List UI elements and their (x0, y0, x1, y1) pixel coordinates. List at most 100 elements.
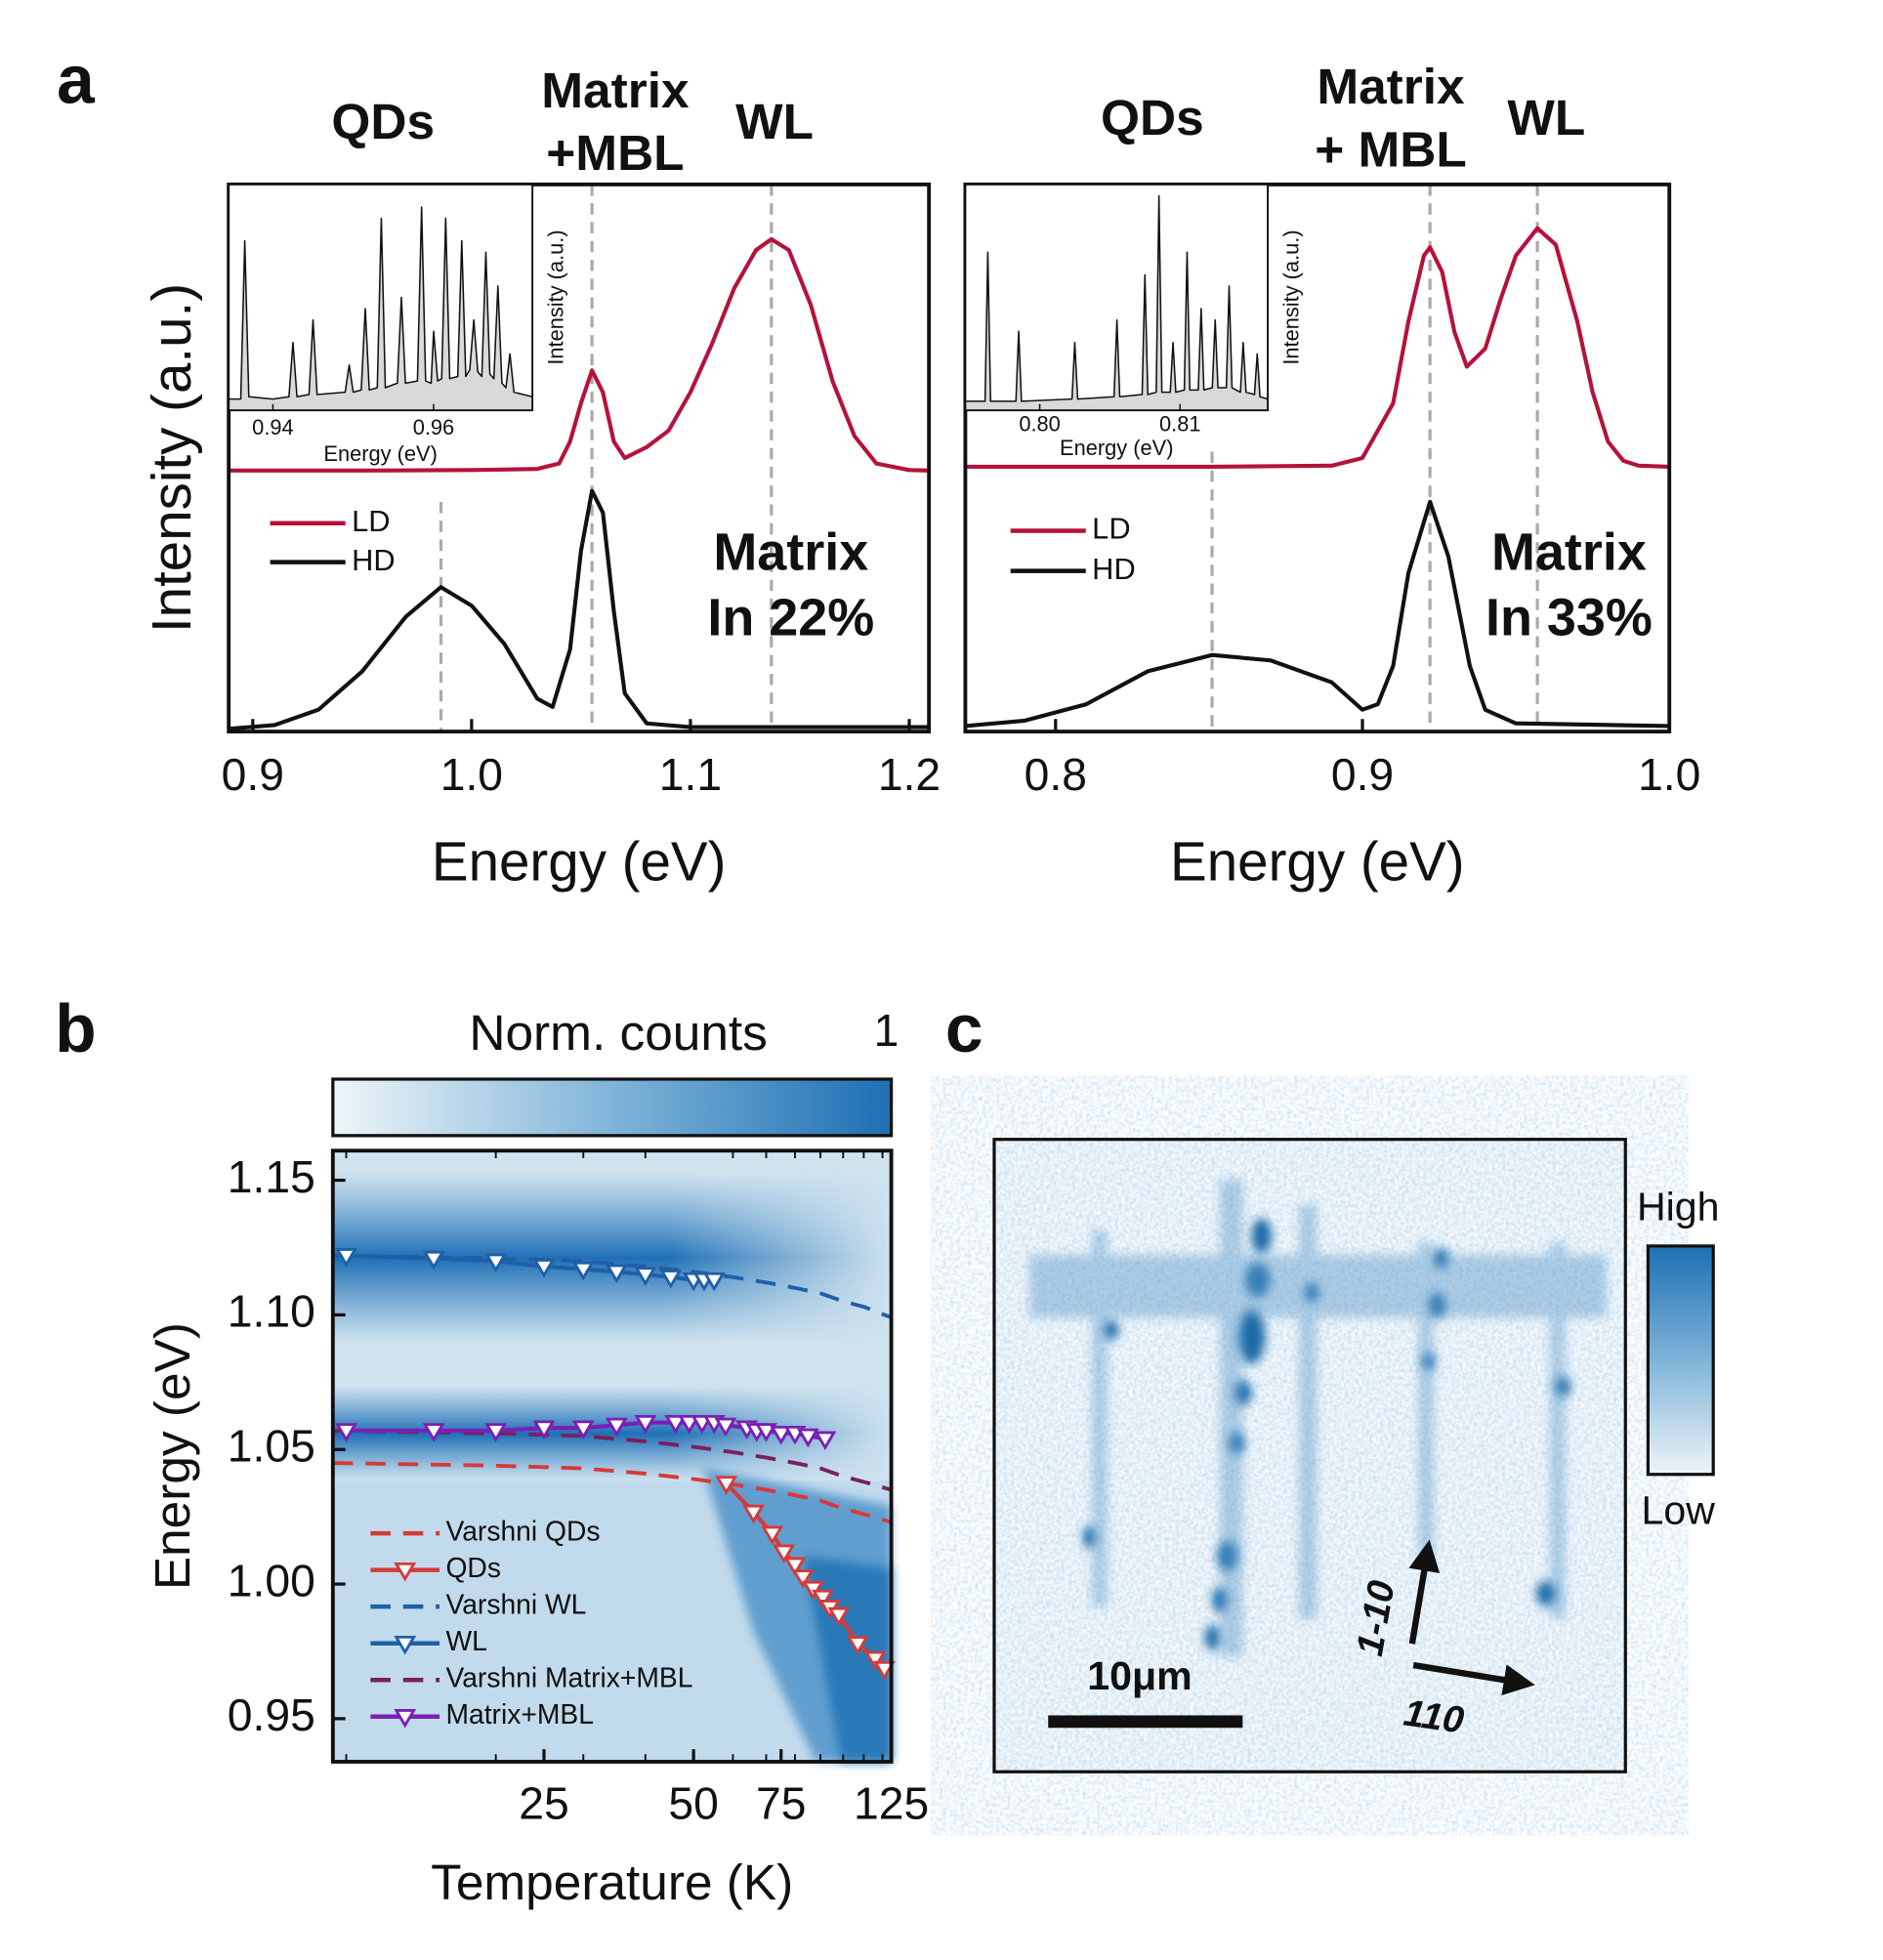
x-tick-label: 0.94 (252, 415, 293, 439)
data-point (422, 1250, 445, 1271)
direction-label: 110 (1402, 1691, 1467, 1741)
data-point (827, 1606, 851, 1627)
series-line (332, 1428, 893, 1492)
x-axis-label: Temperature (K) (431, 1854, 793, 1910)
colorbar (1646, 1244, 1715, 1477)
legend-marker (394, 1562, 417, 1582)
x-tick-label: 1.2 (878, 749, 941, 800)
x-tick-label: 0.96 (413, 415, 454, 439)
data-point (571, 1261, 595, 1281)
data-point (605, 1417, 628, 1438)
data-point (770, 1425, 793, 1445)
legend-label: LD (352, 504, 390, 538)
legend-label: Varshni WL (445, 1589, 586, 1620)
x-tick-label: 25 (519, 1777, 568, 1828)
colorbar-label: Low (1642, 1487, 1716, 1532)
annotation: In 33% (1485, 588, 1653, 646)
legend-label: Varshni Matrix+MBL (445, 1662, 692, 1693)
area (965, 195, 1269, 411)
annotation: In 22% (707, 588, 874, 646)
data-point (484, 1423, 508, 1442)
y-axis-label: Intensity (a.u.) (544, 229, 568, 364)
data-point (634, 1414, 657, 1435)
y-tick-label: 0.95 (228, 1689, 315, 1740)
data-point (484, 1253, 508, 1273)
afm-image (992, 1138, 1715, 1773)
peak-label: QDs (331, 93, 435, 149)
legend-marker (394, 1635, 417, 1655)
series-line (229, 206, 533, 400)
y-axis-label: Intensity (a.u.) (141, 283, 202, 633)
x-axis-label: Energy (eV) (1060, 436, 1173, 460)
data-point (335, 1423, 357, 1442)
peak-label: Matrix (1317, 58, 1465, 114)
data-point (532, 1259, 556, 1278)
x-tick-label: 0.9 (222, 749, 284, 800)
data-point (872, 1660, 896, 1681)
peak-label: QDs (1101, 89, 1204, 146)
data-point (664, 1414, 688, 1435)
peak-label: +MBL (546, 124, 684, 181)
data-point (571, 1420, 595, 1439)
legend-label: Varshni QDs (445, 1516, 600, 1547)
x-tick-label: 1.1 (659, 749, 722, 800)
arrow (1412, 1661, 1535, 1696)
chart: QDs Matrix + MBL WL Matrix In 33% 0.8 0.9 1.0 Ene… (963, 58, 1700, 893)
colorbar (331, 1077, 894, 1138)
plot-frame (228, 183, 534, 412)
y-axis-label: Energy (eV) (144, 1322, 200, 1590)
legend-label: QDs (445, 1552, 501, 1583)
peak-label: Matrix (541, 62, 690, 118)
x-tick-label: 0.81 (1159, 411, 1200, 436)
plot-frame (227, 182, 932, 734)
plot-frame (964, 183, 1270, 412)
legend-label: WL (445, 1625, 486, 1656)
y-tick-label: 1.00 (228, 1555, 315, 1606)
x-axis-label: Energy (eV) (1170, 831, 1465, 893)
panel-letter: b (55, 990, 96, 1066)
panel-letter: a (57, 42, 96, 118)
data-point (755, 1423, 777, 1442)
plot-frame (330, 1148, 894, 1764)
legend-label: Matrix+MBL (445, 1698, 593, 1730)
legend-label: HD (352, 543, 396, 577)
x-tick-label: 1.0 (440, 749, 503, 800)
data-point (761, 1525, 784, 1546)
data-point (814, 1431, 837, 1450)
colorbar-tick-label: 1 (874, 1005, 900, 1056)
series-line (965, 226, 1670, 470)
plot-frame (963, 182, 1672, 734)
y-axis-label: Intensity (a.u.) (1279, 229, 1304, 364)
y-tick-label: 1.15 (228, 1151, 315, 1202)
data-point (846, 1636, 869, 1655)
data-point (811, 1589, 834, 1609)
chart: QDs Matrix +MBL WL Matrix In 22% 0.9 1.0 1.1 1.2 E… (141, 62, 941, 893)
data-point (422, 1423, 445, 1442)
series-line (229, 236, 930, 473)
x-tick-label: 1.0 (1638, 749, 1700, 800)
peak-label: + MBL (1315, 120, 1467, 177)
x-tick-label: 0.80 (1019, 411, 1060, 436)
data-point (659, 1270, 683, 1289)
series-line (332, 1461, 893, 1524)
data-point (715, 1476, 738, 1495)
annotation: Matrix (1491, 522, 1647, 581)
series-line (229, 488, 930, 731)
x-tick-label: 50 (668, 1777, 718, 1828)
x-tick-label: 0.8 (1025, 749, 1087, 800)
data-point (796, 1428, 819, 1448)
data-point (678, 1414, 701, 1435)
annotation: Matrix (713, 522, 868, 581)
legend-marker (394, 1709, 417, 1729)
data-point (863, 1650, 887, 1671)
y-tick-label: 1.05 (228, 1420, 315, 1471)
x-axis-label: Energy (eV) (432, 831, 727, 893)
arrow (1408, 1539, 1441, 1645)
x-axis-label: Energy (eV) (323, 441, 437, 466)
legend-label: LD (1092, 512, 1130, 546)
series-line (965, 499, 1670, 729)
